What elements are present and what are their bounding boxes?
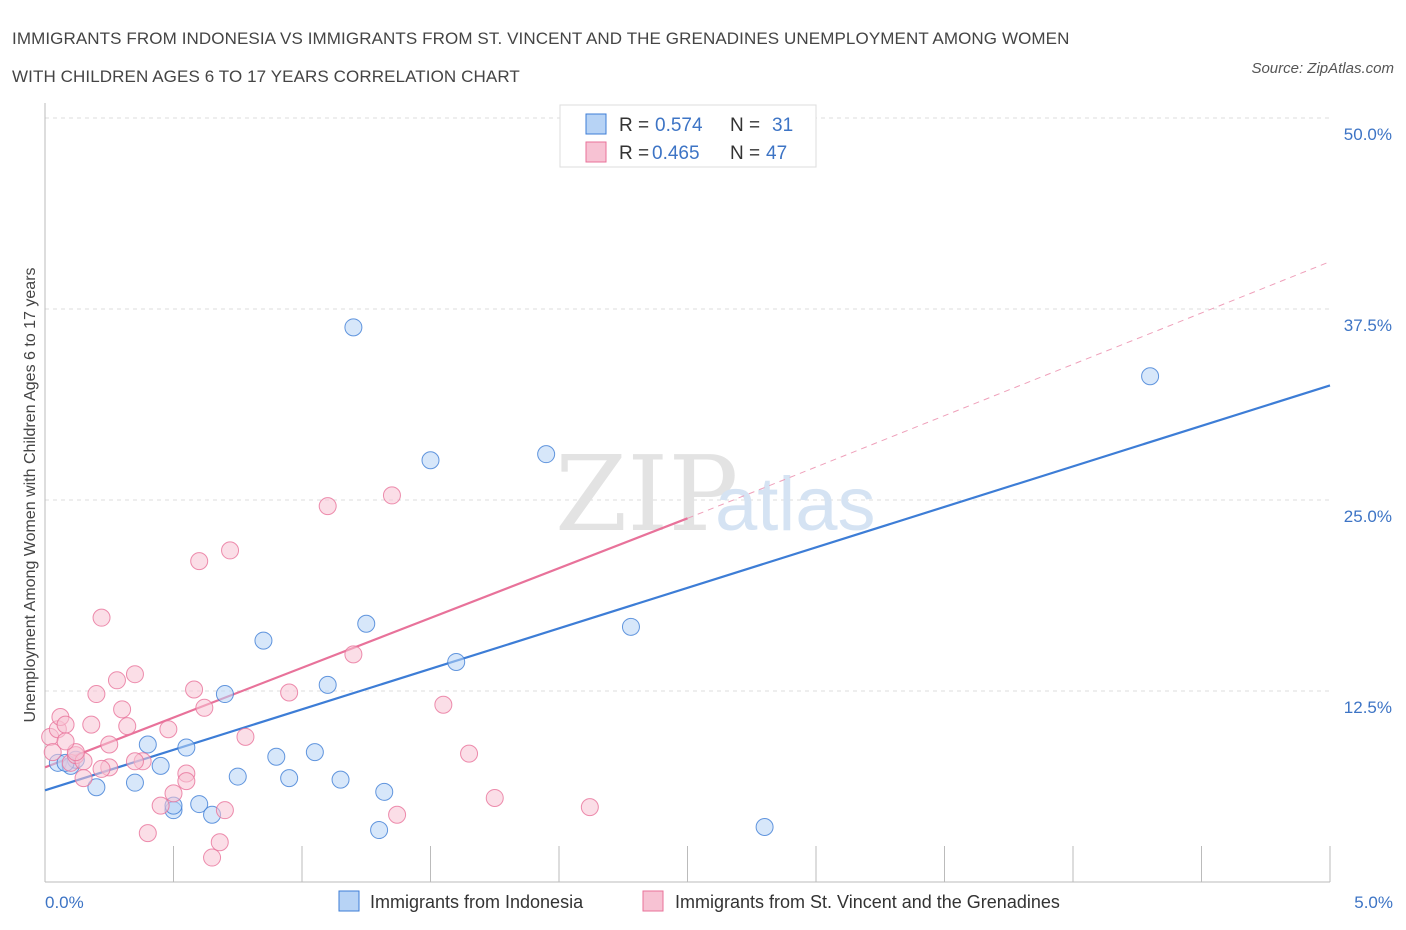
chart-title-line2: WITH CHILDREN AGES 6 TO 17 YEARS CORRELA… [12, 67, 520, 86]
point-indonesia [305, 743, 324, 762]
point-st-vincent [177, 772, 196, 791]
point-indonesia [138, 735, 157, 754]
point-st-vincent [210, 833, 229, 852]
watermark-zip: ZIP [555, 433, 738, 555]
bottom-legend-label-indonesia: Immigrants from Indonesia [370, 892, 584, 912]
point-st-vincent [82, 715, 101, 734]
point-indonesia [125, 773, 144, 792]
chart-title-line1: IMMIGRANTS FROM INDONESIA VS IMMIGRANTS … [12, 29, 1070, 48]
bottom-legend-swatch-blue [338, 890, 360, 912]
axes [44, 103, 1331, 883]
point-st-vincent [138, 824, 157, 843]
point-indonesia [228, 767, 247, 786]
point-st-vincent [56, 732, 75, 751]
point-st-vincent [74, 769, 93, 788]
legend-n-label: N = [730, 143, 760, 164]
legend-r-value: 0.574 [655, 115, 703, 136]
point-st-vincent [151, 796, 170, 815]
point-st-vincent [164, 784, 183, 803]
point-st-vincent [195, 698, 214, 717]
legend-swatch-pink [585, 141, 607, 163]
point-st-vincent [190, 552, 209, 571]
point-st-vincent [118, 717, 137, 736]
point-st-vincent [215, 801, 234, 820]
point-st-vincent [203, 848, 222, 867]
point-st-vincent [56, 715, 75, 734]
point-st-vincent [107, 671, 126, 690]
point-st-vincent [580, 798, 599, 817]
point-indonesia [755, 817, 774, 836]
point-st-vincent [92, 759, 111, 778]
point-indonesia [87, 778, 106, 797]
y-tick-label: 50.0% [1344, 125, 1392, 144]
trend-line-indonesia [44, 384, 1331, 792]
legend-n-value: 31 [772, 115, 793, 136]
point-st-vincent [159, 720, 178, 739]
point-indonesia [190, 795, 209, 814]
legend-r-value: 0.465 [652, 143, 700, 164]
point-indonesia [370, 821, 389, 840]
point-st-vincent [485, 788, 504, 807]
y-tick-label: 12.5% [1344, 698, 1392, 717]
legend-n-value: 47 [766, 143, 787, 164]
legend-swatch-blue [585, 113, 607, 135]
watermark-atlas: atlas [715, 462, 876, 547]
point-st-vincent [344, 645, 363, 664]
point-st-vincent [87, 685, 106, 704]
point-indonesia [267, 747, 286, 766]
point-indonesia [447, 652, 466, 671]
y-axis-label: Unemployment Among Women with Children A… [22, 267, 39, 722]
bottom-legend-label-st-vincent: Immigrants from St. Vincent and the Gren… [675, 892, 1060, 912]
top-legend: R = 0.574 N = 31 R = 0.465 N = 47 [559, 104, 817, 168]
legend-n-label: N = [730, 115, 760, 136]
x-tick-label: 0.0% [45, 893, 84, 912]
point-st-vincent [318, 497, 337, 516]
trend-lines [44, 261, 1331, 792]
point-st-vincent [113, 700, 132, 719]
point-st-vincent [460, 744, 479, 763]
x-tick-labels: 0.0% 5.0% [45, 893, 1393, 912]
legend-r-label: R = [619, 143, 649, 164]
data-points [41, 109, 1160, 867]
point-indonesia [331, 770, 350, 789]
point-indonesia [621, 617, 640, 636]
y-tick-label: 25.0% [1344, 507, 1392, 526]
point-indonesia [177, 738, 196, 757]
trend-extension-st-vincent [687, 261, 1331, 519]
x-tick-label: 5.0% [1354, 893, 1393, 912]
chart-title: IMMIGRANTS FROM INDONESIA VS IMMIGRANTS … [12, 20, 1212, 96]
trend-line-st-vincent [44, 517, 688, 769]
bottom-legend: Immigrants from Indonesia Immigrants fro… [338, 890, 1060, 912]
point-indonesia [344, 318, 363, 337]
point-st-vincent [43, 743, 62, 762]
point-st-vincent [388, 805, 407, 824]
point-indonesia [318, 675, 337, 694]
y-tick-label: 37.5% [1344, 316, 1392, 335]
point-indonesia [375, 782, 394, 801]
point-st-vincent [125, 752, 144, 771]
point-st-vincent [185, 680, 204, 699]
point-indonesia [421, 451, 440, 470]
point-st-vincent [236, 727, 255, 746]
point-st-vincent [125, 665, 144, 684]
point-st-vincent [100, 735, 119, 754]
point-indonesia [537, 445, 556, 464]
point-st-vincent [221, 541, 240, 560]
point-indonesia [151, 756, 170, 775]
point-st-vincent [280, 683, 299, 702]
point-indonesia [215, 685, 234, 704]
point-indonesia [357, 614, 376, 633]
grid-lines [45, 117, 1330, 692]
point-st-vincent [92, 608, 111, 627]
source-label: Source: ZipAtlas.com [1251, 60, 1394, 77]
bottom-legend-swatch-pink [642, 890, 664, 912]
point-indonesia [254, 631, 273, 650]
point-indonesia [280, 769, 299, 788]
point-indonesia [1141, 367, 1160, 386]
point-st-vincent [434, 695, 453, 714]
point-st-vincent [382, 486, 401, 505]
y-tick-labels: 12.5% 25.0% 37.5% 50.0% [1344, 125, 1392, 717]
legend-r-label: R = [619, 115, 649, 136]
